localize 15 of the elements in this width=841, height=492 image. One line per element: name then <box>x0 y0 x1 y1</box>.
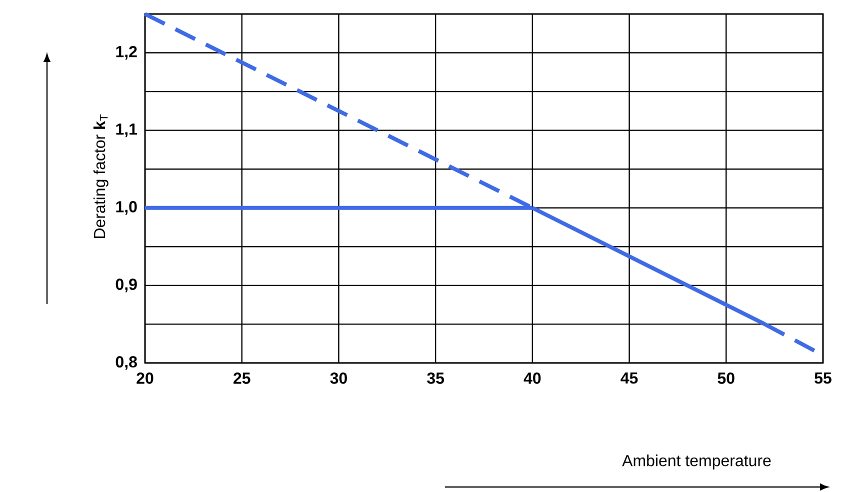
y-axis-title: Derating factor k$_{T}$ <box>93 114 108 238</box>
y-tick-label: 1,1 <box>116 124 138 138</box>
x-tick-label: 55 <box>814 372 832 384</box>
x-axis-title: Ambient temperature <box>622 454 771 470</box>
y-tick-label: 1,2 <box>116 46 137 60</box>
x-tick-label: 35 <box>427 372 444 384</box>
y-tick-label: 0,8 <box>116 356 137 370</box>
x-tick-label: 30 <box>330 372 347 384</box>
x-tick-label: 20 <box>136 372 154 384</box>
x-tick-label: 25 <box>234 372 250 384</box>
y-tick-label: 1,0 <box>116 201 137 215</box>
x-tick-label: 45 <box>620 372 638 384</box>
x-tick-label: 40 <box>524 372 541 384</box>
y-tick-label: 0,9 <box>116 278 137 292</box>
x-tick-label: 50 <box>718 372 734 384</box>
